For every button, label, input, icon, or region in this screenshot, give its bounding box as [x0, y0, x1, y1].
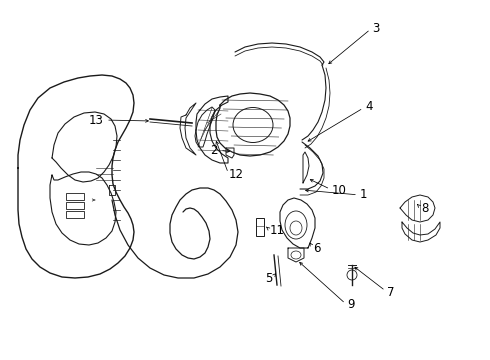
Text: 5: 5 — [265, 271, 272, 284]
Text: 9: 9 — [347, 298, 354, 311]
Text: 1: 1 — [360, 189, 368, 202]
Text: 12: 12 — [229, 168, 244, 181]
Text: 13: 13 — [89, 113, 104, 126]
Text: 10: 10 — [332, 184, 347, 197]
Text: 11: 11 — [270, 224, 285, 237]
Text: 6: 6 — [313, 242, 320, 255]
Text: 2: 2 — [211, 144, 218, 157]
Text: 4: 4 — [365, 100, 372, 113]
Text: 3: 3 — [372, 22, 379, 35]
Text: 8: 8 — [421, 202, 428, 215]
Text: 7: 7 — [387, 285, 394, 298]
